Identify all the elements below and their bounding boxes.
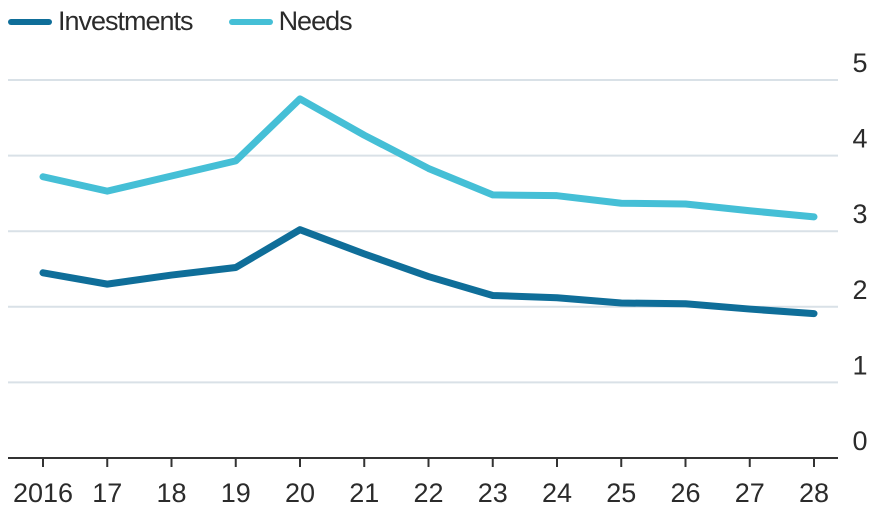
data-point-investments <box>428 276 429 278</box>
data-point-investments <box>171 274 172 276</box>
data-point-investments <box>620 302 622 304</box>
x-tick-labels: 2016 17 18 19 20 21 22 23 24 25 26 27 28 <box>13 478 829 508</box>
x-tick-label: 2016 <box>13 478 73 508</box>
x-tick-label: 18 <box>156 478 186 508</box>
data-point-needs <box>492 194 494 196</box>
x-tick-label: 28 <box>799 478 829 508</box>
data-point-investments <box>685 303 686 305</box>
data-point-needs <box>363 134 365 136</box>
data-point-investments <box>556 297 558 299</box>
legend-swatch-investments <box>8 18 52 25</box>
data-point-investments <box>235 266 237 268</box>
y-axis: 0 1 2 3 4 5 <box>852 48 867 456</box>
data-point-needs <box>749 210 751 212</box>
x-tick-label: 17 <box>92 478 122 508</box>
data-point-needs <box>299 98 301 100</box>
y-tick-label: 2 <box>852 275 867 305</box>
data-point-needs <box>428 167 429 169</box>
y-tick-label: 1 <box>852 350 867 380</box>
legend-label-investments: Investments <box>58 6 194 36</box>
y-tick-label: 4 <box>852 124 867 154</box>
legend: Investments Needs <box>8 6 388 37</box>
data-point-needs <box>235 160 237 162</box>
data-point-needs <box>685 203 686 205</box>
data-point-needs <box>171 175 172 177</box>
data-point-needs <box>42 176 44 178</box>
x-tick-label: 19 <box>221 478 251 508</box>
data-point-investments <box>42 272 44 274</box>
legend-item-needs: Needs <box>228 6 353 37</box>
data-point-investments <box>813 313 815 315</box>
data-point-needs <box>106 190 108 192</box>
y-tick-label: 0 <box>852 426 867 456</box>
x-axis <box>8 457 838 467</box>
data-point-needs <box>813 216 815 218</box>
x-tick-label: 21 <box>349 478 379 508</box>
data-point-needs <box>556 195 558 197</box>
y-tick-label: 3 <box>852 199 867 229</box>
data-point-needs <box>620 202 622 204</box>
data-point-investments <box>106 283 108 285</box>
y-tick-label: 5 <box>852 48 867 78</box>
data-point-investments <box>749 308 751 310</box>
series-lines <box>39 95 818 318</box>
x-tick-label: 22 <box>413 478 443 508</box>
data-point-investments <box>363 253 365 255</box>
legend-item-investments: Investments <box>8 6 194 37</box>
x-tick-label: 26 <box>670 478 700 508</box>
x-tick-label: 23 <box>478 478 508 508</box>
x-tick-label: 20 <box>285 478 315 508</box>
x-tick-label: 27 <box>735 478 765 508</box>
x-tick-label: 25 <box>606 478 636 508</box>
data-point-investments <box>492 294 494 296</box>
legend-label-needs: Needs <box>278 6 353 36</box>
series-line-needs <box>39 95 818 221</box>
series-line-investments <box>39 226 818 318</box>
x-tick-label: 24 <box>542 478 572 508</box>
data-point-investments <box>299 229 301 231</box>
gridlines <box>8 79 838 384</box>
legend-swatch-needs <box>228 18 273 25</box>
